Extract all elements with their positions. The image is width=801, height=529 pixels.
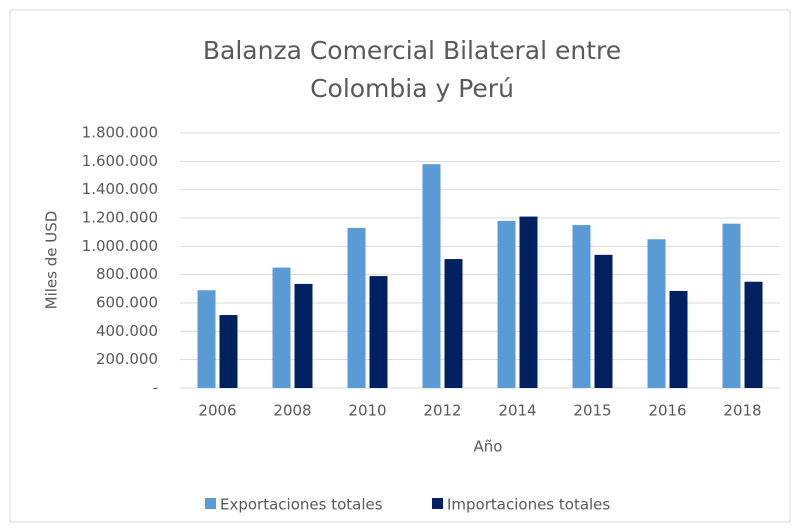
bar (519, 216, 538, 388)
legend-label: Importaciones totales (447, 496, 610, 514)
bar (744, 281, 763, 388)
x-tick-label: 2012 (423, 402, 461, 420)
bar (272, 267, 291, 388)
x-tick-label: 2008 (273, 402, 311, 420)
y-axis-label: Miles de USD (43, 211, 61, 310)
bar (497, 220, 516, 388)
y-tick-label: 200.000 (96, 350, 158, 368)
bar (197, 290, 216, 388)
bar (647, 239, 666, 388)
x-tick-label: 2010 (348, 402, 386, 420)
legend-label: Exportaciones totales (220, 496, 383, 514)
bar (294, 283, 313, 388)
y-tick-label: 800.000 (96, 265, 158, 283)
bar (722, 223, 741, 388)
y-tick-label: - (153, 379, 158, 397)
bar (669, 290, 688, 388)
chart-title: Balanza Comercial Bilateral entre (203, 36, 621, 65)
bar (422, 164, 441, 388)
y-tick-label: 400.000 (96, 322, 158, 340)
bar (594, 254, 613, 388)
x-tick-label: 2016 (648, 402, 686, 420)
y-tick-label: 1.400.000 (82, 180, 158, 198)
x-tick-label: 2006 (198, 402, 236, 420)
x-axis-label: Año (474, 438, 503, 456)
chart-title: Colombia y Perú (310, 74, 514, 103)
y-tick-label: 1.800.000 (82, 124, 158, 142)
y-tick-label: 1.600.000 (82, 152, 158, 170)
x-tick-label: 2015 (573, 402, 611, 420)
x-tick-label: 2018 (723, 402, 761, 420)
x-tick-label: 2014 (498, 402, 536, 420)
bar (219, 315, 238, 388)
y-tick-label: 1.000.000 (82, 237, 158, 255)
legend-swatch (432, 498, 443, 509)
y-tick-label: 1.200.000 (82, 209, 158, 227)
y-tick-label: 600.000 (96, 294, 158, 312)
legend-swatch (205, 498, 216, 509)
bar (369, 276, 388, 388)
bar (572, 225, 591, 388)
bar (444, 259, 463, 388)
bar (347, 227, 366, 388)
